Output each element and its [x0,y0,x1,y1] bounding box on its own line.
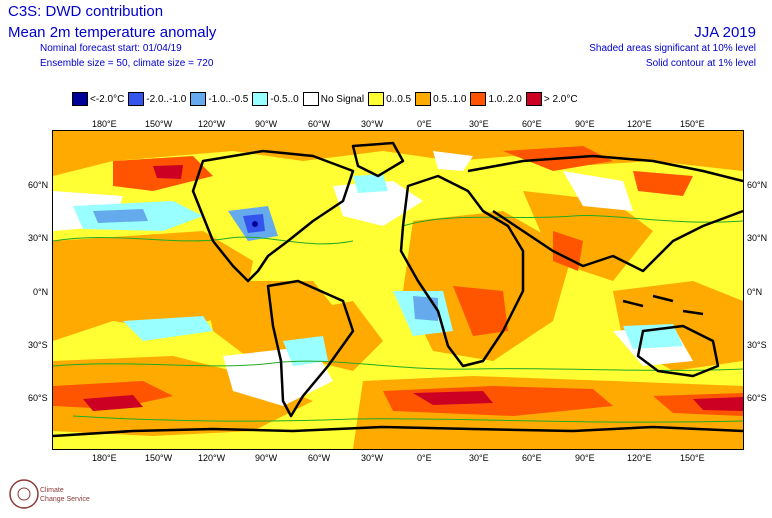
lon-label: 150°W [145,119,173,129]
legend-label: 1.0..2.0 [488,93,522,105]
anomaly-above-2-0-areas [83,165,743,411]
map-subtitle: Mean 2m temperature anomaly [8,24,217,41]
lat-label: 30°S [28,340,48,350]
lon-label: 30°W [361,119,384,129]
forecast-start: Nominal forecast start: 01/04/19 [40,43,182,54]
anomaly-map [52,130,744,450]
legend-swatch [128,92,145,106]
legend-swatch [470,92,487,106]
legend-label: -1.0..-0.5 [208,93,249,105]
lon-label: 180°E [92,119,117,129]
copernicus-logo [9,479,39,509]
legend-swatch [190,92,207,106]
anomaly-map-canvas [53,131,743,449]
legend-item: -2.0..-1.0 [128,92,186,106]
lat-label: 60°S [747,393,767,403]
legend-swatch [368,92,385,106]
significance-shaded-note: Shaded areas significant at 10% level [589,43,756,54]
legend-item: 1.0..2.0 [470,92,522,106]
color-legend: <-2.0°C -2.0..-1.0 -1.0..-0.5 -0.5..0 No Sig… [72,91,582,107]
logo-line-1: Climate [40,487,64,494]
legend-item: -0.5..0 [252,92,299,106]
logo-line-2: Change Service [40,496,90,503]
lon-label: 60°E [522,119,542,129]
lat-label: 60°S [28,393,48,403]
logo-text: Climate Change Service [40,486,90,504]
legend-label: -0.5..0 [270,93,299,105]
legend-label: <-2.0°C [90,93,125,105]
lon-label: 90°E [575,119,595,129]
lon-label: 120°E [627,453,652,463]
legend-item: -1.0..-0.5 [190,92,248,106]
legend-item: <-2.0°C [72,92,124,106]
legend-label: 0..0.5 [386,93,412,105]
significance-contours [53,215,743,423]
lat-label: 60°N [28,180,49,190]
legend-item: 0.5..1.0 [415,92,466,106]
legend-swatch [72,92,88,106]
legend-item: 0..0.5 [368,92,411,106]
coastlines [53,141,743,438]
logo-inner-ring-icon [17,487,31,501]
anomaly-below-minus-2-0-areas [252,221,258,227]
lon-label: 90°E [575,453,595,463]
lat-label: 60°N [747,180,768,190]
lon-label: 120°E [627,119,652,129]
legend-item: No Signal [302,92,365,106]
lat-label: 0°N [747,287,763,297]
legend-label: No Signal [320,93,365,105]
legend-item: > 2.0°C [525,92,578,106]
lon-label: 180°E [92,453,117,463]
lon-label: 90°W [255,453,278,463]
lon-label: 0°E [417,119,432,129]
lon-label: 60°W [308,453,331,463]
lon-label: 30°W [361,453,384,463]
lon-label: 30°E [469,119,489,129]
legend-swatch [252,92,269,106]
lon-label: 150°E [680,119,705,129]
forecast-period: JJA 2019 [694,24,756,41]
legend-label: 0.5..1.0 [433,93,467,105]
legend-label: > 2.0°C [543,93,578,105]
lon-label: 120°W [198,453,226,463]
lon-label: 90°W [255,119,278,129]
lon-label: 0°E [417,453,432,463]
lon-label: 60°E [522,453,542,463]
lon-label: 120°W [198,119,226,129]
lat-label: 30°N [747,233,768,243]
logo-ring-icon [9,479,39,509]
legend-label: -2.0..-1.0 [146,93,187,105]
lat-label: 30°S [747,340,767,350]
lon-label: 30°E [469,453,489,463]
legend-swatch [302,92,319,106]
legend-swatch [415,92,432,106]
lon-label: 150°W [145,453,173,463]
map-title: C3S: DWD contribution [8,3,164,20]
lon-label: 150°E [680,453,705,463]
significance-contour-note: Solid contour at 1% level [645,58,756,69]
lat-label: 0°N [33,287,49,297]
legend-swatch [525,92,542,106]
ensemble-size: Ensemble size = 50, climate size = 720 [40,58,214,69]
lon-label: 60°W [308,119,331,129]
lat-label: 30°N [28,233,49,243]
